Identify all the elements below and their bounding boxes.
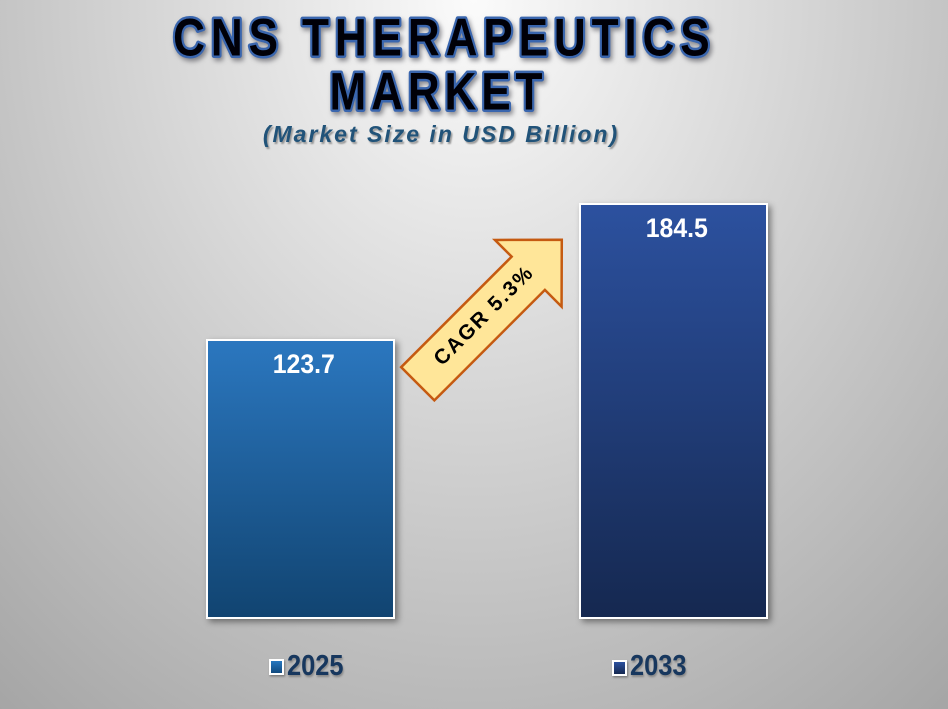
svg-text:CNS THERAPEUTICS: CNS THERAPEUTICS bbox=[173, 9, 715, 67]
svg-text:MARKET: MARKET bbox=[330, 63, 548, 121]
svg-text:CAGR 5.3%: CAGR 5.3% bbox=[429, 261, 538, 370]
